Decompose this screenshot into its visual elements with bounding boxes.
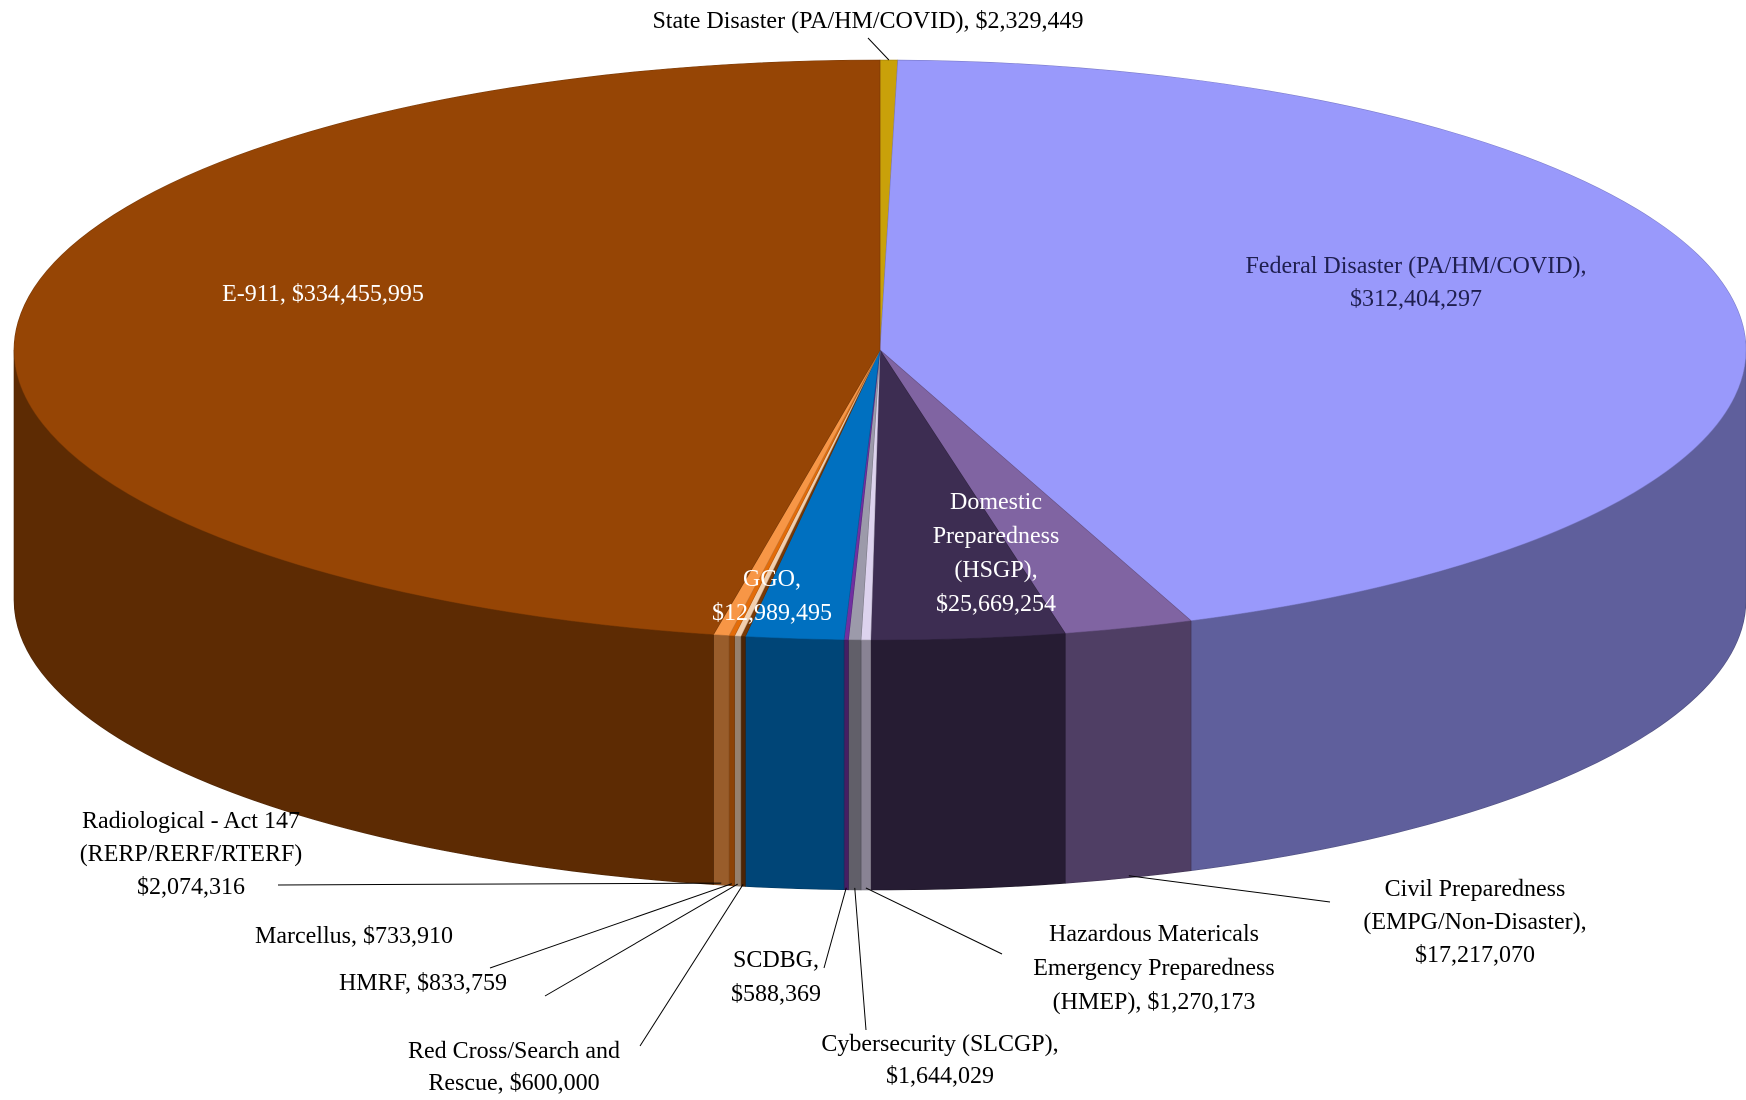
data-label-line: $588,369 <box>731 981 821 1007</box>
data-label-line: Civil Preparedness <box>1385 876 1566 902</box>
slice-wall <box>870 632 1066 891</box>
data-label-line: (EMPG/Non-Disaster), <box>1363 909 1586 935</box>
data-label-line: (RERP/RERF/RTERF) <box>80 841 303 867</box>
leader-line <box>865 887 1003 955</box>
data-label-line: $312,404,297 <box>1350 286 1482 312</box>
leader-line <box>544 883 738 997</box>
leader-line <box>867 37 890 61</box>
data-label: Civil Preparedness (EMPG/Non-Disaster), $1… <box>1363 876 1586 968</box>
data-label-line: Red Cross/Search and <box>408 1038 620 1064</box>
data-label: HMRF, $833,759 <box>339 970 507 996</box>
data-label-line: Rescue, $600,000 <box>428 1070 599 1096</box>
leader-line <box>854 887 867 1031</box>
data-label-line: Cybersecurity (SLCGP), <box>821 1031 1058 1057</box>
data-label-line: (HMEP), $1,270,173 <box>1053 989 1256 1015</box>
leader-line <box>823 887 847 969</box>
data-label-line: E-911, $334,455,995 <box>222 281 424 307</box>
data-label-line: SCDBG, <box>733 947 819 973</box>
data-label-line: $1,644,029 <box>886 1063 994 1089</box>
data-label-line: HMRF, $833,759 <box>339 970 507 996</box>
data-label-line: Domestic <box>950 489 1042 515</box>
leader-line <box>489 883 732 969</box>
data-label: Marcellus, $733,910 <box>255 923 453 949</box>
data-label-line: $17,217,070 <box>1415 942 1535 968</box>
slice-wall <box>848 639 862 891</box>
slice-wall <box>713 634 730 886</box>
slice-wall <box>843 639 849 891</box>
data-label-line: (HSGP), <box>954 557 1037 583</box>
data-label: Red Cross/Search and Rescue, $600,000 <box>408 1038 620 1096</box>
data-label: E-911, $334,455,995 <box>222 281 424 307</box>
slice <box>879 59 1746 621</box>
data-label-line: Federal Disaster (PA/HM/COVID), <box>1245 253 1586 279</box>
leader-line <box>639 884 744 1047</box>
slice-wall <box>728 635 735 887</box>
leader-line <box>1128 875 1331 903</box>
data-label-line: $2,074,316 <box>137 874 245 900</box>
data-label-line: Radiological - Act 147 <box>82 808 300 834</box>
slice-wall <box>1064 620 1192 884</box>
slice-wall <box>740 635 746 887</box>
data-label-line: $12,989,495 <box>712 600 832 626</box>
data-label: State Disaster (PA/HM/COVID), $2,329,449 <box>652 8 1083 34</box>
data-label: SCDBG, $588,369 <box>731 947 821 1007</box>
slice <box>13 59 881 635</box>
data-label-line: Marcellus, $733,910 <box>255 923 453 949</box>
data-label: Cybersecurity (SLCGP), $1,644,029 <box>821 1031 1058 1089</box>
leader-line <box>277 882 722 886</box>
data-label: Hazardous Matericals Emergency Preparedne… <box>1033 921 1274 1015</box>
data-label: Domestic Preparedness (HSGP), $25,669,254 <box>933 489 1060 617</box>
data-label: GGO, $12,989,495 <box>712 566 832 626</box>
data-label-line: Hazardous Matericals <box>1049 921 1259 947</box>
slice-wall <box>860 639 872 891</box>
slice-wall <box>745 636 845 891</box>
slice-wall <box>734 635 742 887</box>
data-label-line: State Disaster (PA/HM/COVID), $2,329,449 <box>652 8 1083 34</box>
data-label-line: Preparedness <box>933 523 1060 549</box>
data-label-line: Emergency Preparedness <box>1033 955 1274 981</box>
data-label-line: $25,669,254 <box>936 591 1056 617</box>
data-label-line: GGO, <box>743 566 801 592</box>
data-label: Radiological - Act 147 (RERP/RERF/RTERF) $… <box>80 808 303 900</box>
data-label: Federal Disaster (PA/HM/COVID), $312,404,… <box>1245 253 1586 312</box>
